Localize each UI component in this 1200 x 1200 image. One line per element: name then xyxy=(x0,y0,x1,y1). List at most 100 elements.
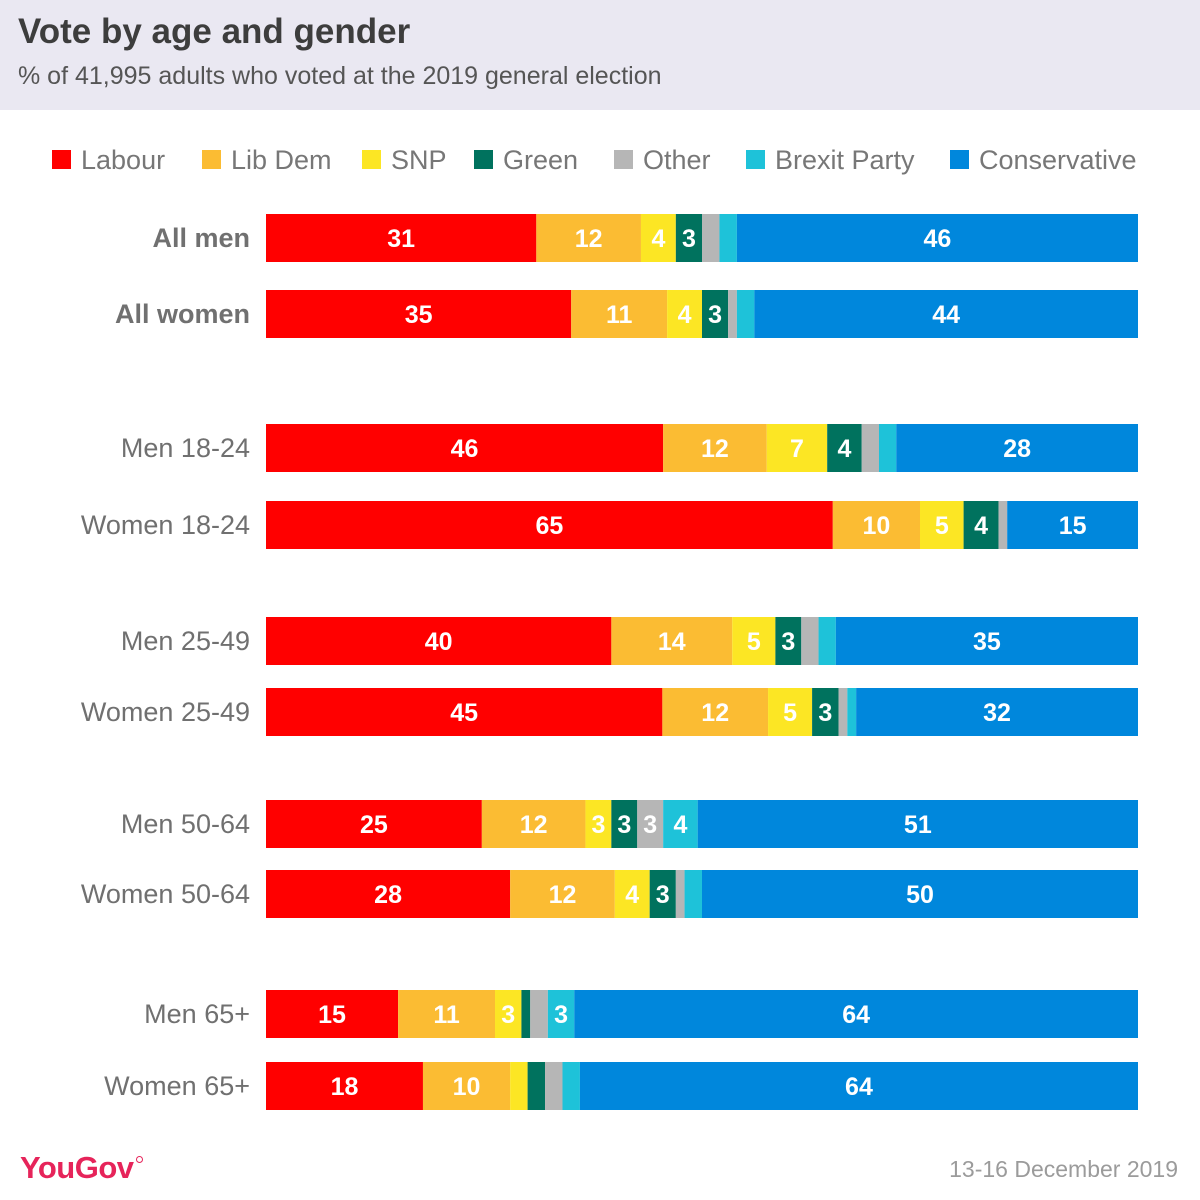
data-label-green: 3 xyxy=(682,225,696,253)
bar-row-men-18-24: Men 18-24 46 12 7 4 28 xyxy=(121,424,1138,472)
bar-segment-other xyxy=(530,990,548,1038)
data-label-lib-dem: 10 xyxy=(862,512,890,540)
bar-row-all-men: All men 31 12 4 3 46 xyxy=(152,214,1138,262)
data-label-snp: 5 xyxy=(747,628,761,656)
legend-label-conservative: Conservative xyxy=(979,145,1137,175)
bar-segment-other xyxy=(676,870,685,918)
data-label-labour: 15 xyxy=(318,1001,346,1029)
legend-swatch-lib-dem xyxy=(202,150,221,169)
data-label-labour: 45 xyxy=(450,699,478,727)
chart-legend: Labour Lib Dem SNP Green Other Brexit Party Co… xyxy=(52,145,1137,175)
data-label-snp: 5 xyxy=(935,512,949,540)
legend-swatch-snp xyxy=(362,150,381,169)
data-label-other: 3 xyxy=(643,811,657,839)
data-label-green: 4 xyxy=(974,512,988,540)
data-label-conservative: 35 xyxy=(973,628,1001,656)
bar-segment-green xyxy=(521,990,530,1038)
stacked-bar-chart: Labour Lib Dem SNP Green Other Brexit Party Co… xyxy=(0,0,1200,1200)
data-label-green: 3 xyxy=(656,881,670,909)
legend-swatch-conservative xyxy=(950,150,969,169)
data-label-brexit-party: 4 xyxy=(673,811,687,839)
data-label-green: 3 xyxy=(617,811,631,839)
legend-label-other: Other xyxy=(643,145,711,175)
data-label-lib-dem: 12 xyxy=(701,435,729,463)
data-label-conservative: 32 xyxy=(983,699,1011,727)
row-label-all-women: All women xyxy=(115,299,250,329)
bar-row-all-women: All women 35 11 4 3 44 xyxy=(115,290,1138,338)
bar-row-women-18-24: Women 18-24 65 10 5 4 15 xyxy=(81,501,1138,549)
bar-segment-other xyxy=(728,290,737,338)
legend-label-labour: Labour xyxy=(81,145,165,175)
data-label-lib-dem: 10 xyxy=(453,1073,481,1101)
data-label-conservative: 44 xyxy=(932,301,960,329)
yougov-logo: YouGov xyxy=(20,1150,134,1186)
row-label-men-25-49: Men 25-49 xyxy=(121,626,250,656)
bar-segment-other xyxy=(998,501,1007,549)
bar-segment-brexit-party xyxy=(685,870,702,918)
logo-registered-mark xyxy=(136,1156,143,1163)
data-label-lib-dem: 11 xyxy=(606,301,633,329)
data-label-conservative: 28 xyxy=(1003,435,1031,463)
data-label-lib-dem: 12 xyxy=(520,811,548,839)
data-label-labour: 18 xyxy=(331,1073,359,1101)
bar-row-women-50-64: Women 50-64 28 12 4 3 50 xyxy=(81,870,1138,918)
legend-label-snp: SNP xyxy=(391,145,447,175)
data-label-lib-dem: 11 xyxy=(433,1001,460,1029)
data-label-brexit-party: 3 xyxy=(554,1001,568,1029)
data-label-labour: 25 xyxy=(360,811,388,839)
data-label-snp: 7 xyxy=(790,435,804,463)
bar-segment-brexit-party xyxy=(719,214,736,262)
bar-row-men-65: Men 65+ 15 11 3 3 64 xyxy=(144,990,1138,1038)
bar-segment-brexit-party xyxy=(819,617,836,665)
data-label-snp: 4 xyxy=(678,301,692,329)
data-label-labour: 35 xyxy=(405,301,433,329)
row-label-men-50-64: Men 50-64 xyxy=(121,809,250,839)
data-label-labour: 28 xyxy=(374,881,402,909)
data-label-conservative: 15 xyxy=(1059,512,1087,540)
data-label-labour: 46 xyxy=(451,435,479,463)
bar-row-men-25-49: Men 25-49 40 14 5 3 35 xyxy=(121,617,1138,665)
legend-label-brexit-party: Brexit Party xyxy=(775,145,915,175)
data-label-conservative: 64 xyxy=(845,1073,873,1101)
legend-label-lib-dem: Lib Dem xyxy=(231,145,332,175)
bar-segment-brexit-party xyxy=(562,1062,579,1110)
data-label-lib-dem: 14 xyxy=(658,628,686,656)
data-label-labour: 40 xyxy=(425,628,453,656)
data-label-snp: 3 xyxy=(501,1001,515,1029)
data-label-conservative: 46 xyxy=(924,225,952,253)
bar-row-women-65: Women 65+ 18 10 64 xyxy=(104,1062,1138,1110)
data-label-snp: 4 xyxy=(651,225,665,253)
bar-segment-other xyxy=(839,688,848,736)
bar-segment-other xyxy=(545,1062,562,1110)
legend-swatch-labour xyxy=(52,150,71,169)
data-label-lib-dem: 12 xyxy=(701,699,729,727)
bar-segment-brexit-party xyxy=(879,424,896,472)
bar-segment-other xyxy=(702,214,719,262)
row-label-women-50-64: Women 50-64 xyxy=(81,879,250,909)
row-label-all-men: All men xyxy=(152,223,250,253)
data-label-conservative: 64 xyxy=(842,1001,870,1029)
legend-swatch-green xyxy=(474,150,493,169)
bar-segment-green xyxy=(528,1062,545,1110)
data-label-green: 3 xyxy=(708,301,722,329)
bar-segment-other xyxy=(862,424,879,472)
fieldwork-date: 13-16 December 2019 xyxy=(949,1156,1178,1183)
data-label-conservative: 51 xyxy=(904,811,932,839)
legend-swatch-other xyxy=(614,150,633,169)
data-label-labour: 65 xyxy=(535,512,563,540)
row-label-men-65: Men 65+ xyxy=(144,999,250,1029)
legend-swatch-brexit-party xyxy=(746,150,765,169)
bar-segment-brexit-party xyxy=(847,688,856,736)
data-label-labour: 31 xyxy=(387,225,415,253)
bar-segment-other xyxy=(801,617,818,665)
row-label-women-25-49: Women 25-49 xyxy=(81,697,250,727)
data-label-snp: 3 xyxy=(591,811,605,839)
bar-row-women-25-49: Women 25-49 45 12 5 3 32 xyxy=(81,688,1138,736)
row-label-women-65: Women 65+ xyxy=(104,1071,250,1101)
legend-label-green: Green xyxy=(503,145,578,175)
bar-segment-brexit-party xyxy=(737,290,754,338)
data-label-green: 3 xyxy=(781,628,795,656)
data-label-snp: 5 xyxy=(783,699,797,727)
data-label-green: 4 xyxy=(838,435,852,463)
